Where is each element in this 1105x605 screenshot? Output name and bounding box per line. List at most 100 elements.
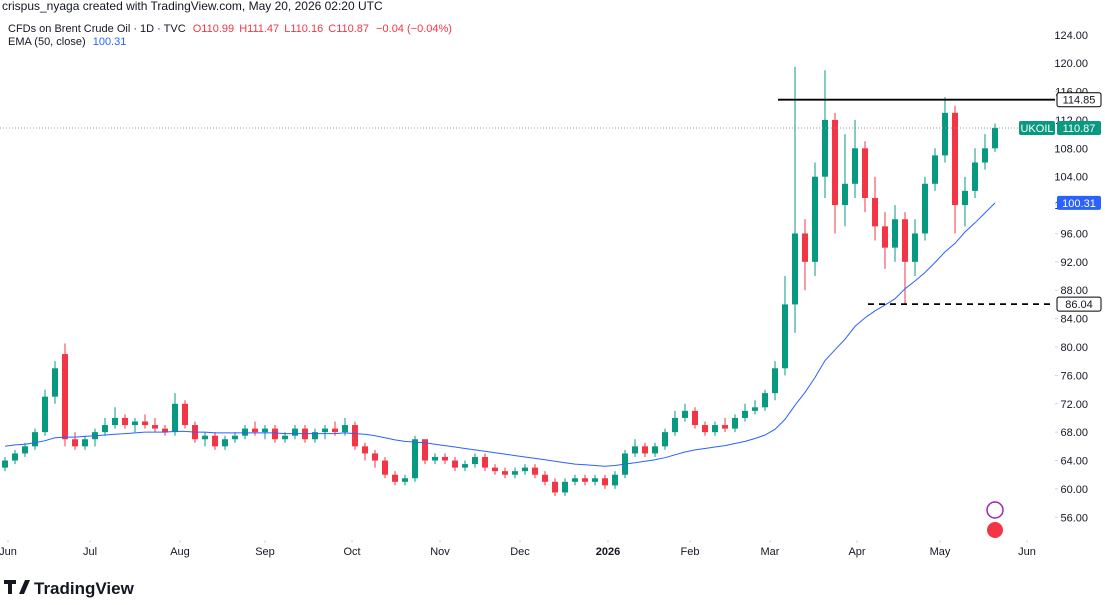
candle-body (452, 460, 458, 468)
candle-body (802, 233, 808, 262)
last-price-box (1057, 120, 1101, 135)
candle-body (152, 425, 158, 429)
ohlc-high: H111.47 (239, 23, 279, 35)
candle-body (832, 119, 838, 206)
x-tick-label: Dec (510, 546, 530, 558)
y-tick-label: 56.00 (1060, 512, 1088, 524)
candle-body (682, 410, 688, 418)
ema-label: 100.31 (1062, 198, 1096, 210)
y-tick-label: 120.00 (1054, 58, 1088, 70)
candle-body (12, 453, 18, 461)
candle-body (262, 428, 268, 433)
candle-body (52, 368, 58, 397)
x-tick-label: Apr (848, 546, 865, 558)
candle-body (992, 127, 998, 149)
ticker-label: UKOIL (1020, 123, 1053, 135)
attribution: crispus_nyaga created with TradingView.c… (2, 0, 383, 13)
candle-body (762, 393, 768, 408)
y-tick-label: 72.00 (1060, 399, 1088, 411)
candle-body (712, 425, 718, 433)
candle-body (502, 471, 508, 475)
candle-body (22, 446, 28, 454)
candle-body (202, 435, 208, 440)
candle-body (242, 428, 248, 436)
candle-body (492, 467, 498, 472)
candle-body (282, 435, 288, 440)
ema-name: EMA (50, close) (8, 36, 86, 48)
candle-body (292, 428, 298, 436)
candle-body (952, 112, 958, 206)
candle-body (842, 183, 848, 206)
ema-value: 100.31 (93, 36, 127, 48)
ohlc-change: −0.04 (−0.04%) (376, 23, 452, 35)
candle-body (522, 467, 528, 472)
candle-body (42, 396, 48, 433)
candle-body (892, 219, 898, 248)
candle-body (882, 226, 888, 248)
candle-body (312, 432, 318, 440)
x-tick-label: Aug (170, 546, 190, 558)
x-tick-label: Nov (430, 546, 450, 558)
y-tick-label: 92.00 (1060, 257, 1088, 269)
candle-body (852, 148, 858, 184)
candle-body (922, 183, 928, 234)
x-tick-label: 2026 (596, 546, 620, 558)
brand-logo (4, 580, 30, 594)
level-label: 114.85 (1063, 95, 1096, 107)
candle-body (32, 432, 38, 447)
candle-body (482, 456, 488, 468)
y-tick-label: 60.00 (1060, 484, 1088, 496)
y-tick-label: 124.00 (1054, 30, 1088, 42)
candle-body (582, 478, 588, 482)
candle-body (272, 428, 278, 440)
icon (986, 501, 1004, 519)
icons (986, 501, 1004, 538)
candle-body (752, 407, 758, 411)
candle-body (662, 432, 668, 447)
candle-body (2, 460, 8, 468)
candle-body (162, 428, 168, 433)
candle-body (562, 481, 568, 493)
brand: TradingView (4, 579, 135, 598)
ema-line (4, 202, 996, 467)
candle-body (592, 478, 598, 482)
candle-body (372, 453, 378, 461)
candle-body (252, 428, 258, 433)
y-tick-label: 96.00 (1060, 228, 1088, 240)
ema-legend: EMA (50, close) 100.31 (8, 36, 126, 48)
y-tick-label: 88.00 (1060, 285, 1088, 297)
y-tick-label: 104.00 (1054, 172, 1088, 184)
candle-body (532, 467, 538, 475)
x-tick-label: Jun (1018, 546, 1036, 558)
x-tick-label: Oct (343, 546, 360, 558)
candle-body (392, 474, 398, 482)
level-label: 86.04 (1065, 299, 1093, 311)
candle-body (462, 464, 468, 468)
candle-body (542, 474, 548, 482)
y-tick-label: 84.00 (1060, 314, 1088, 326)
legend-row: CFDs on Brent Crude Oil · 1D · TVC O110.… (8, 23, 452, 35)
candle-body (722, 425, 728, 429)
candle-body (132, 421, 138, 426)
candle-body (732, 417, 738, 429)
candle-body (912, 233, 918, 262)
candle-body (142, 421, 148, 426)
candle-body (382, 460, 388, 475)
candle-body (632, 446, 638, 454)
candle-body (822, 119, 828, 177)
y-tick-label: 80.00 (1060, 342, 1088, 354)
candle-body (342, 425, 348, 433)
x-tick-label: Jul (83, 546, 97, 558)
candle-body (222, 439, 228, 447)
candle-body (362, 446, 368, 454)
candle-body (422, 439, 428, 461)
candle-body (702, 425, 708, 433)
symbol: CFDs on Brent Crude Oil · 1D · TVC (8, 23, 186, 35)
ohlc-low: L110.16 (284, 23, 323, 35)
candle-body (442, 456, 448, 461)
y-tick-label: 76.00 (1060, 370, 1088, 382)
candle-body (772, 368, 778, 394)
ohlc-open: O110.99 (193, 23, 234, 35)
